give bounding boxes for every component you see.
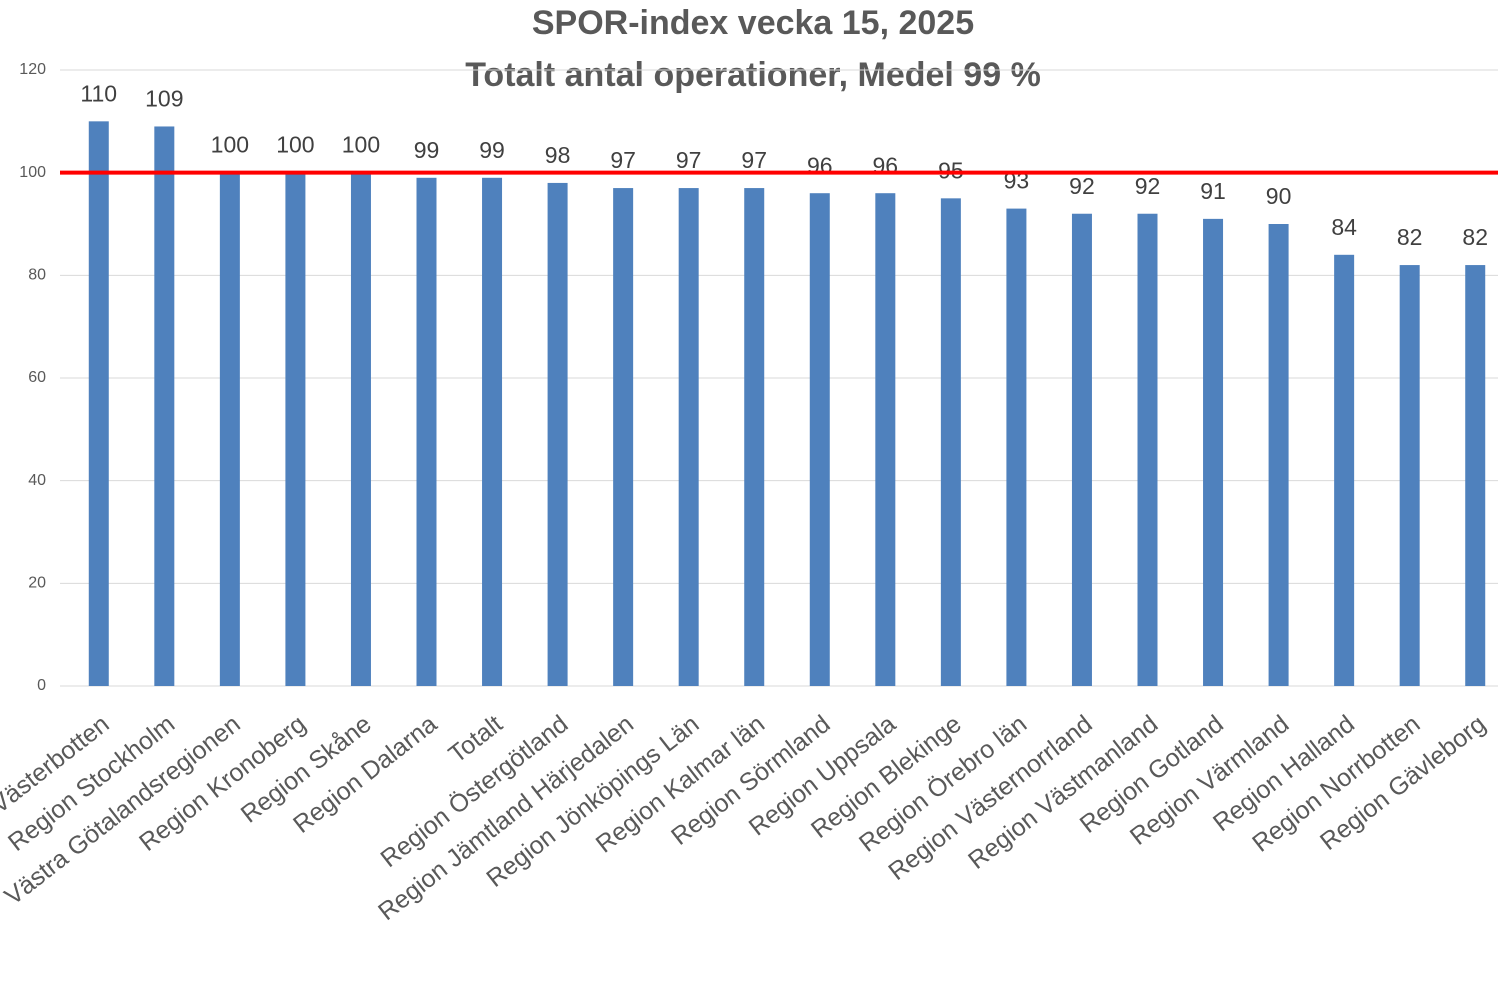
- y-tick-label: 100: [19, 164, 46, 181]
- bar: [744, 188, 765, 687]
- bar: [1203, 218, 1224, 686]
- data-label: 82: [1397, 224, 1423, 250]
- bar: [482, 177, 503, 687]
- data-label: 99: [479, 137, 505, 163]
- y-tick-label: 60: [28, 369, 46, 386]
- data-label: 97: [676, 147, 702, 173]
- data-label: 95: [938, 157, 964, 183]
- bar: [547, 182, 568, 686]
- bar: [416, 177, 437, 687]
- y-tick-label: 20: [28, 575, 46, 592]
- data-label: 92: [1069, 173, 1095, 199]
- data-label: 82: [1462, 224, 1488, 250]
- data-label: 99: [414, 137, 440, 163]
- bar: [88, 121, 109, 687]
- y-tick-label: 0: [37, 677, 46, 694]
- bar: [285, 172, 306, 686]
- data-label: 100: [342, 132, 380, 158]
- bar: [613, 188, 634, 687]
- data-label: 92: [1135, 173, 1161, 199]
- bar: [1334, 254, 1355, 687]
- data-label: 100: [276, 132, 314, 158]
- bar: [809, 193, 830, 686]
- data-label: 91: [1200, 178, 1226, 204]
- bar: [1399, 265, 1420, 686]
- data-label: 90: [1266, 183, 1292, 209]
- bar: [875, 193, 896, 686]
- y-tick-label: 120: [19, 61, 46, 78]
- bar: [1465, 265, 1486, 686]
- bar: [940, 198, 961, 687]
- data-label: 110: [80, 80, 117, 106]
- data-label: 109: [145, 86, 183, 112]
- data-label: 100: [211, 132, 249, 158]
- bar: [154, 126, 175, 686]
- bar: [219, 172, 240, 686]
- data-label: 97: [610, 147, 636, 173]
- chart-title: SPOR-index vecka 15, 2025: [532, 4, 974, 42]
- data-label: 98: [545, 142, 571, 168]
- chart-subtitle: Totalt antal operationer, Medel 99 %: [465, 56, 1041, 94]
- y-tick-label: 40: [28, 472, 46, 489]
- data-label: 84: [1331, 214, 1357, 240]
- bar: [1006, 208, 1027, 686]
- bar: [1071, 213, 1092, 686]
- bar: [678, 188, 699, 687]
- bar: [1137, 213, 1158, 686]
- bar: [350, 172, 371, 686]
- y-tick-label: 80: [28, 267, 46, 284]
- bar: [1268, 224, 1289, 686]
- data-label: 97: [741, 147, 767, 173]
